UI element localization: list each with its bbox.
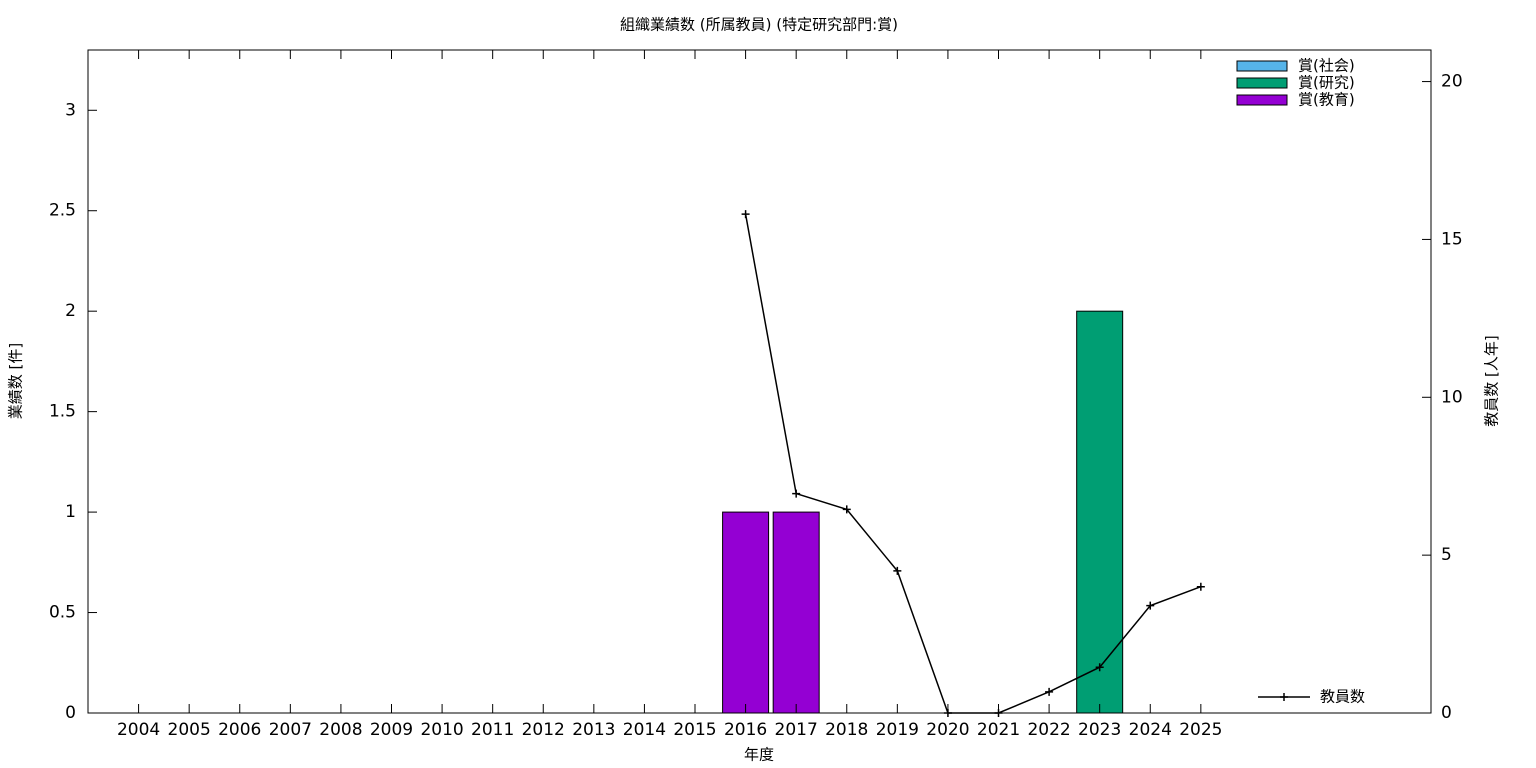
bar [772,511,820,714]
y2-tick-label: 15 [1441,229,1463,249]
plot-frame [87,49,1432,714]
x-tick-label: 2008 [319,720,362,740]
x-tick-label: 2015 [673,720,716,740]
legend-label: 賞(研究) [1298,74,1355,92]
x-tick-label: 2020 [926,720,969,740]
y-axis-label: 業績数 [件] [7,343,25,419]
x-tick-label: 2023 [1078,720,1121,740]
y-tick-label: 0.5 [49,603,76,623]
x-tick-label: 2007 [269,720,312,740]
y-tick-label: 2.5 [49,201,76,221]
x-tick-label: 2025 [1179,720,1222,740]
x-tick-label: 2024 [1129,720,1172,740]
x-tick-label: 2022 [1027,720,1070,740]
y2-tick-label: 10 [1441,387,1463,407]
x-tick-label: 2014 [623,720,666,740]
x-axis-label: 年度 [744,746,774,764]
y2-tick-label: 5 [1441,545,1452,565]
x-tick-label: 2009 [370,720,413,740]
x-tick-label: 2004 [117,720,160,740]
x-tick-label: 2018 [825,720,868,740]
x-tick-label: 2006 [218,720,261,740]
y2-axis-label: 教員数 [人年] [1483,335,1501,426]
x-tick-label: 2005 [168,720,211,740]
point [1095,663,1104,672]
legend-label: 教員数 [1320,688,1365,706]
x-tick-label: 2011 [471,720,514,740]
bar [1076,310,1124,714]
x-tick-label: 2010 [420,720,463,740]
x-tick-label: 2021 [977,720,1020,740]
legend-swatch [1236,60,1288,72]
y-tick-label: 1.5 [49,402,76,422]
y-tick-label: 0 [65,703,76,723]
x-tick-label: 2016 [724,720,767,740]
bar [722,511,770,714]
point [1196,582,1205,591]
y-tick-label: 3 [65,100,76,120]
point [792,489,801,498]
x-tick-label: 2019 [876,720,919,740]
legend-label: 賞(教育) [1298,91,1355,109]
y2-tick-label: 0 [1441,703,1452,723]
legend-swatch [1236,94,1288,106]
y-tick-label: 2 [65,301,76,321]
point [741,210,750,219]
point [1045,687,1054,696]
legend-label: 賞(社会) [1298,57,1355,75]
x-tick-label: 2017 [775,720,818,740]
chart-title: 組織業績数 (所属教員) (特定研究部門:賞) [620,16,898,34]
x-tick-label: 2013 [572,720,615,740]
point [842,505,851,514]
y-tick-label: 1 [65,502,76,522]
legend-point [1280,693,1288,701]
y2-tick-label: 20 [1441,72,1463,92]
x-tick-label: 2012 [522,720,565,740]
point [1146,601,1155,610]
legend-swatch [1236,77,1288,89]
point [893,566,902,575]
